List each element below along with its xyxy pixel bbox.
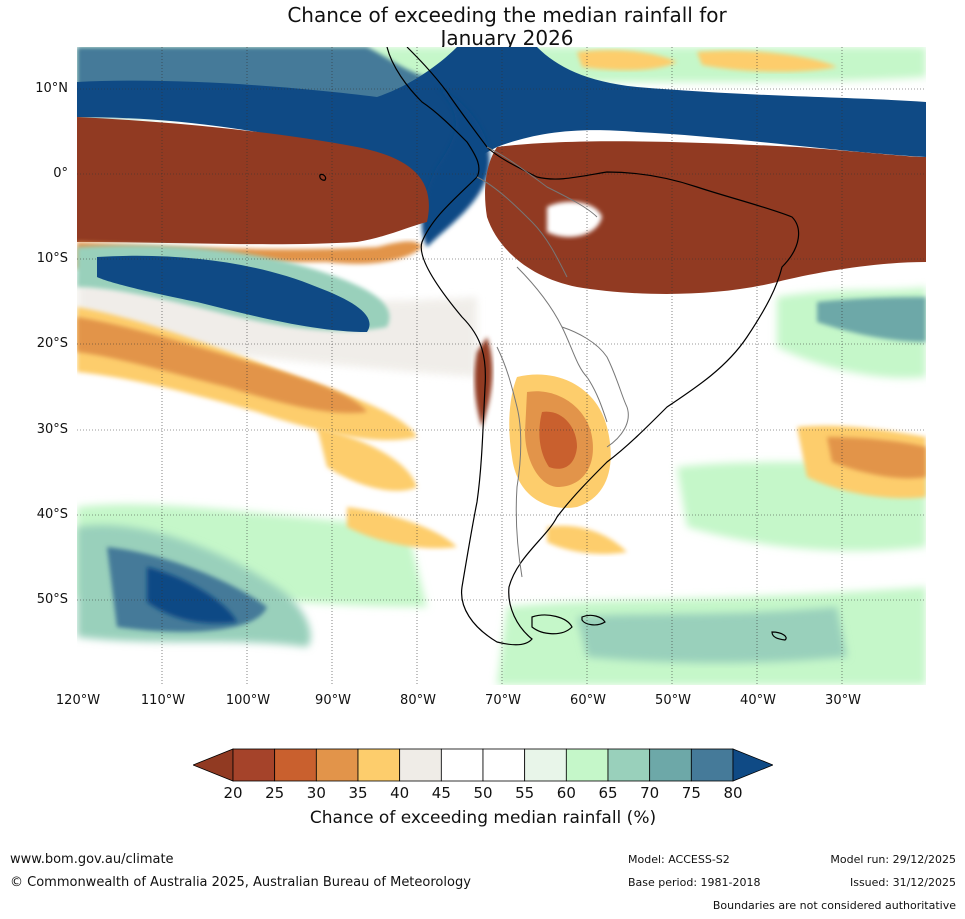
lat-label-30s: 30°S [36, 422, 68, 437]
colorbar-cell-25-30 [274, 748, 317, 782]
lon-label-30w: 30°W [825, 693, 861, 708]
colorbar-label: Chance of exceeding median rainfall (%) [309, 808, 657, 828]
map-canvas [77, 47, 926, 685]
colorbar-cell-30-35 [315, 748, 359, 782]
lat-label-0: 0° [53, 166, 68, 181]
south-america-coastline [319, 47, 800, 646]
lat-label-10s: 10°S [36, 251, 68, 266]
colorbar [193, 748, 773, 782]
copyright-text: © Commonwealth of Australia 2025, Austra… [10, 875, 471, 890]
gridlines [77, 47, 926, 685]
map-title: Chance of exceeding the median rainfall … [0, 4, 965, 50]
colorbar-tick-40: 40 [390, 784, 410, 802]
country-borders [476, 146, 629, 578]
colorbar-cell-55-60 [524, 748, 567, 782]
issued-date: Issued: 31/12/2025 [849, 876, 956, 889]
colorbar-cell-60-65 [565, 748, 609, 782]
colorbar-cell-35-40 [357, 748, 401, 782]
colorbar-tick-35: 35 [348, 784, 368, 802]
colorbar-tick-25: 25 [265, 784, 285, 802]
title-line-1: Chance of exceeding the median rainfall … [287, 3, 727, 27]
lat-label-40s: 40°S [36, 507, 68, 522]
lon-label-70w: 70°W [485, 693, 521, 708]
lon-label-80w: 80°W [400, 693, 436, 708]
lat-label-20s: 20°S [36, 336, 68, 351]
colorbar-cell-50-55 [482, 748, 526, 782]
boundaries-note: Boundaries are not considered authoritat… [712, 899, 956, 912]
lon-label-100w: 100°W [225, 693, 271, 708]
colorbar-tick-50: 50 [473, 784, 493, 802]
colorbar-cell-75-80 [690, 748, 734, 782]
model-run-date: Model run: 29/12/2025 [830, 853, 956, 866]
base-period: Base period: 1981-2018 [628, 876, 761, 889]
colorbar-under-arrow [193, 748, 234, 782]
bom-url[interactable]: www.bom.gov.au/climate [10, 852, 174, 867]
model-name: Model: ACCESS-S2 [628, 853, 730, 866]
lon-label-50w: 50°W [655, 693, 691, 708]
colorbar-cell-40-45 [399, 748, 442, 782]
colorbar-cell-45-50 [440, 748, 484, 782]
title-line-2: January 2026 [440, 26, 574, 50]
colorbar-over-arrow [732, 748, 773, 782]
colorbar-tick-30: 30 [306, 784, 326, 802]
rainfall-anomaly-field [77, 47, 926, 685]
rainfall-map [77, 47, 926, 685]
lon-label-90w: 90°W [315, 693, 351, 708]
lon-label-40w: 40°W [740, 693, 776, 708]
colorbar-tick-45: 45 [431, 784, 451, 802]
lat-label-10n: 10°N [35, 81, 68, 96]
colorbar-cell-65-70 [607, 748, 651, 782]
colorbar-tick-75: 75 [681, 784, 701, 802]
colorbar-tick-80: 80 [723, 784, 743, 802]
colorbar-tick-55: 55 [515, 784, 535, 802]
colorbar-cell-70-75 [649, 748, 692, 782]
lon-label-60w: 60°W [570, 693, 606, 708]
lon-label-120w: 120°W [55, 693, 101, 708]
colorbar-tick-60: 60 [556, 784, 576, 802]
lon-label-110w: 110°W [140, 693, 186, 708]
colorbar-tick-70: 70 [640, 784, 660, 802]
lat-label-50s: 50°S [36, 592, 68, 607]
colorbar-tick-65: 65 [598, 784, 618, 802]
colorbar-tick-20: 20 [223, 784, 243, 802]
colorbar-cell-20-25 [232, 748, 276, 782]
